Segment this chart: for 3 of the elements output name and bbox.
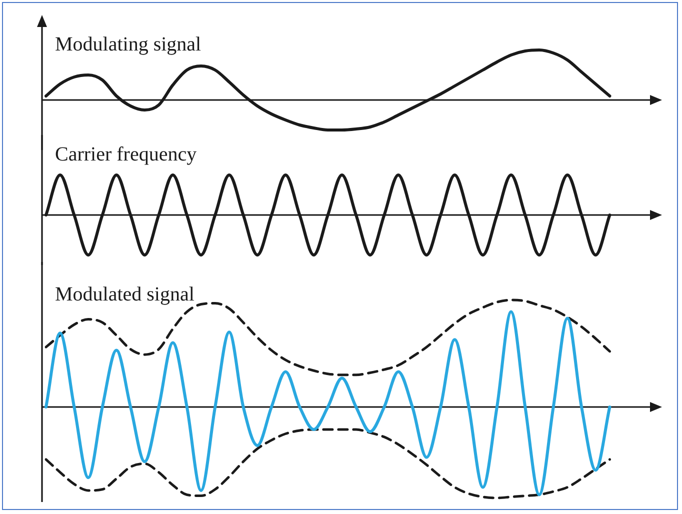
chart-title: Modulated signal [55, 283, 195, 306]
chart-title: Modulating signal [55, 33, 202, 56]
chart-title: Carrier frequency [55, 143, 197, 166]
